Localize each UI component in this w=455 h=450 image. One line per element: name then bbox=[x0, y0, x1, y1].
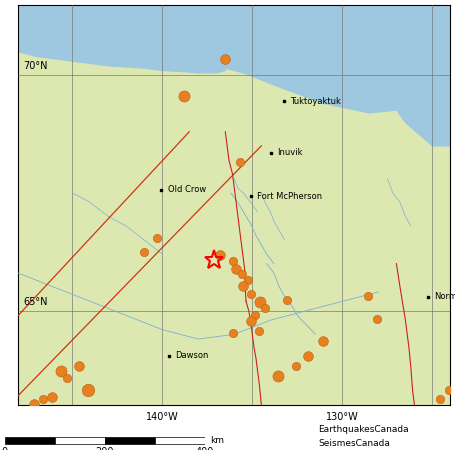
Text: SeismesCanada: SeismesCanada bbox=[318, 439, 390, 448]
Bar bbox=[155, 437, 205, 444]
Text: 200: 200 bbox=[96, 447, 114, 450]
Polygon shape bbox=[18, 4, 225, 73]
Text: Tuktoyaktuk: Tuktoyaktuk bbox=[290, 97, 341, 106]
Bar bbox=[105, 437, 155, 444]
Text: 65°N: 65°N bbox=[24, 297, 48, 307]
Text: km: km bbox=[210, 436, 224, 445]
Text: Fort McPherson: Fort McPherson bbox=[257, 192, 322, 201]
Text: Inuvik: Inuvik bbox=[278, 148, 303, 157]
Polygon shape bbox=[18, 4, 450, 113]
Text: EarthquakesCanada: EarthquakesCanada bbox=[318, 425, 409, 434]
Text: 400: 400 bbox=[196, 447, 214, 450]
Text: 140°W: 140°W bbox=[146, 412, 179, 422]
Bar bbox=[5, 437, 55, 444]
Text: Dawson: Dawson bbox=[176, 351, 209, 360]
Text: 70°N: 70°N bbox=[24, 61, 48, 72]
Text: 0: 0 bbox=[1, 447, 8, 450]
Text: Old Crow: Old Crow bbox=[168, 185, 206, 194]
Polygon shape bbox=[379, 66, 450, 146]
Text: Norman: Norman bbox=[434, 292, 455, 301]
Text: 130°W: 130°W bbox=[326, 412, 359, 422]
Bar bbox=[55, 437, 105, 444]
